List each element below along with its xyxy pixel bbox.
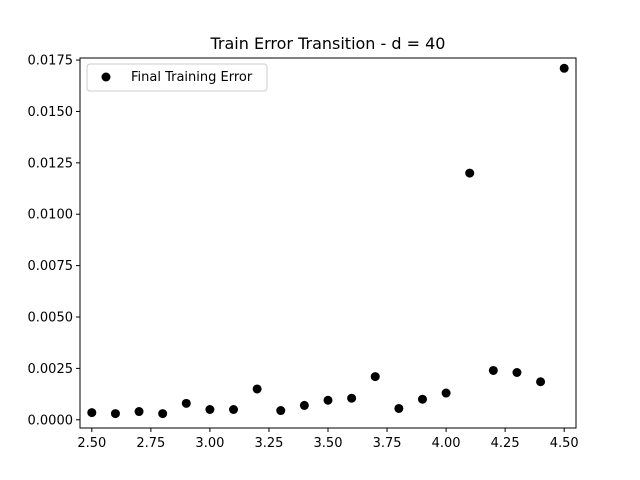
data-point — [512, 368, 522, 377]
data-point — [370, 372, 380, 382]
data-point — [559, 63, 569, 73]
y-tick-label: 0.0075 — [28, 259, 74, 274]
y-tick-label: 0.0125 — [28, 156, 74, 171]
data-point — [181, 398, 191, 408]
legend-box — [86, 63, 268, 92]
legend-marker — [101, 72, 111, 82]
data-point — [87, 408, 97, 418]
x-tick-label: 4.25 — [491, 436, 520, 451]
data-point — [299, 400, 309, 410]
chart-title: Train Error Transition - d = 40 — [210, 34, 446, 53]
x-axis: 2.50 2.75 3.00 3.25 3.50 3.75 4.00 4.25 4.50 — [77, 428, 579, 451]
data-point — [110, 409, 120, 419]
x-tick-label: 2.75 — [136, 436, 165, 451]
data-point — [417, 394, 427, 404]
y-tick-label: 0.0100 — [28, 208, 74, 223]
data-point — [488, 365, 498, 375]
data-point — [536, 377, 546, 387]
y-tick-label: 0.0175 — [28, 54, 74, 69]
data-point — [347, 393, 357, 403]
data-point — [276, 406, 286, 416]
x-tick-label: 4.00 — [432, 436, 461, 451]
y-tick-label: 0.0025 — [28, 362, 74, 377]
data-point — [323, 395, 333, 405]
data-point — [158, 409, 168, 419]
x-tick-label: 4.50 — [550, 436, 579, 451]
data-point — [229, 405, 239, 414]
data-point — [394, 403, 404, 413]
legend-label: Final Training Error — [131, 70, 253, 85]
x-tick-label: 2.50 — [77, 436, 106, 451]
x-tick-label: 3.50 — [314, 436, 343, 451]
data-point — [205, 405, 215, 414]
y-tick-label: 0.0050 — [28, 311, 74, 326]
legend: Final Training Error — [86, 63, 268, 92]
x-tick-label: 3.75 — [373, 436, 402, 451]
data-point — [134, 407, 144, 417]
y-tick-label: 0.0000 — [28, 413, 74, 428]
x-tick-label: 3.00 — [195, 436, 224, 451]
plot-frame — [79, 57, 577, 429]
y-axis: 0.0000 0.0025 0.0050 0.0075 0.0100 0.0125 0.01… — [28, 54, 80, 428]
data-point — [252, 384, 262, 394]
data-point — [441, 388, 451, 398]
y-tick-label: 0.0150 — [28, 105, 74, 120]
x-tick-label: 3.25 — [254, 436, 283, 451]
data-points — [87, 63, 569, 419]
data-point — [465, 168, 475, 178]
